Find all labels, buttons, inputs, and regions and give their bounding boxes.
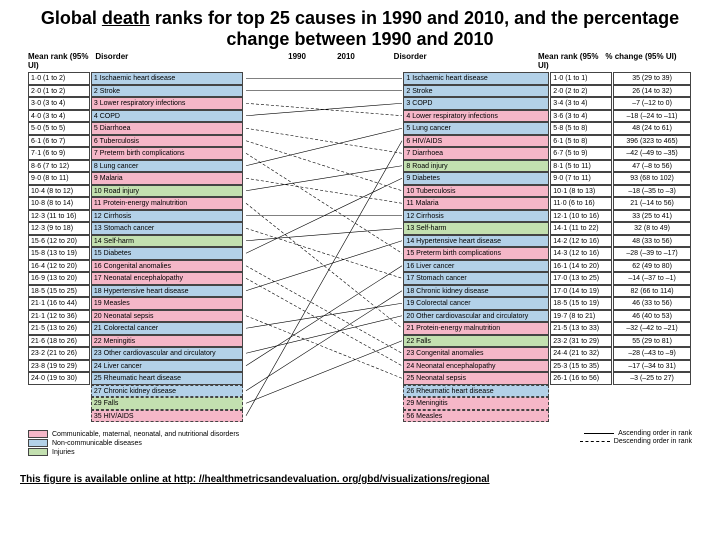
table-row: 29 Falls29 Meningitis [28, 397, 692, 410]
table-row: 16·9 (13 to 20)17 Neonatal encephalopath… [28, 272, 692, 285]
table-row: 18·5 (15 to 25)18 Hypertensive heart dis… [28, 285, 692, 298]
legend: Communicable, maternal, neonatal, and nu… [0, 422, 720, 456]
table-row: 21·1 (12 to 36)20 Neonatal sepsis20 Othe… [28, 310, 692, 323]
table-row: 12·3 (11 to 16)12 Cirrhosis12 Cirrhosis1… [28, 210, 692, 223]
table-row: 16·4 (12 to 20)16 Congenital anomalies16… [28, 260, 692, 273]
table-row: 5·0 (5 to 5)5 Diarrhoea5 Lung cancer5·8 … [28, 122, 692, 135]
legend-item: Descending order in rank [580, 438, 692, 445]
header-disorder-right: Disorder [394, 52, 538, 70]
table-row: 7·1 (6 to 9)7 Preterm birth complication… [28, 147, 692, 160]
legend-categories: Communicable, maternal, neonatal, and nu… [28, 430, 239, 456]
table-row: 21·5 (13 to 26)21 Colorectal cancer21 Pr… [28, 322, 692, 335]
header-rank-left: Mean rank (95% UI) [28, 52, 95, 70]
table-row: 6·1 (6 to 7)6 Tuberculosis6 HIV/AIDS6·1 … [28, 135, 692, 148]
table-row: 15·8 (13 to 19)15 Diabetes15 Preterm bir… [28, 247, 692, 260]
legend-item: Ascending order in rank [584, 430, 692, 437]
header-disorder-left: Disorder [95, 52, 249, 70]
legend-item: Non-communicable diseases [28, 439, 239, 447]
header-rank-right: Mean rank (95% UI) [538, 52, 605, 70]
page-title: Global death ranks for top 25 causes in … [0, 0, 720, 52]
rank-figure: Mean rank (95% UI) Disorder 1990 2010 Di… [0, 52, 720, 422]
table-row: 4·0 (3 to 4)4 COPD4 Lower respiratory in… [28, 110, 692, 123]
table-row: 24·0 (19 to 30)25 Rheumatic heart diseas… [28, 372, 692, 385]
table-row: 12·3 (9 to 18)13 Stomach cancer13 Self-h… [28, 222, 692, 235]
table-row: 1·0 (1 to 2)1 Ischaemic heart disease1 I… [28, 72, 692, 85]
table-row: 10·8 (8 to 14)11 Protein-energy malnutri… [28, 197, 692, 210]
table-row: 21·6 (18 to 26)22 Meningitis22 Falls23·2… [28, 335, 692, 348]
table-row: 35 HIV/AIDS56 Measles [28, 410, 692, 423]
table-row: 8·6 (7 to 12)8 Lung cancer8 Road injury8… [28, 160, 692, 173]
table-row: 27 Chronic kidney disease26 Rheumatic he… [28, 385, 692, 398]
table-row: 2·0 (1 to 2)2 Stroke2 Stroke2·0 (2 to 2)… [28, 85, 692, 98]
table-row: 21·1 (16 to 44)19 Measles19 Colorectal c… [28, 297, 692, 310]
header-years: 1990 2010 [249, 52, 393, 70]
footer-link: This figure is available online at http:… [0, 456, 720, 503]
header-change: % change (95% UI) [605, 52, 692, 70]
legend-lines: Ascending order in rankDescending order … [580, 430, 692, 456]
data-rows: 1·0 (1 to 2)1 Ischaemic heart disease1 I… [28, 72, 692, 422]
table-row: 9·0 (8 to 11)9 Malaria9 Diabetes9·0 (7 t… [28, 172, 692, 185]
table-row: 23·8 (19 to 29)24 Liver cancer24 Neonata… [28, 360, 692, 373]
column-headers: Mean rank (95% UI) Disorder 1990 2010 Di… [28, 52, 692, 70]
table-row: 10·4 (8 to 12)10 Road injury10 Tuberculo… [28, 185, 692, 198]
legend-item: Communicable, maternal, neonatal, and nu… [28, 430, 239, 438]
table-row: 23·2 (21 to 26)23 Other cardiovascular a… [28, 347, 692, 360]
legend-item: Injuries [28, 448, 239, 456]
table-row: 3·0 (3 to 4)3 Lower respiratory infectio… [28, 97, 692, 110]
table-row: 15·6 (12 to 20)14 Self-harm14 Hypertensi… [28, 235, 692, 248]
